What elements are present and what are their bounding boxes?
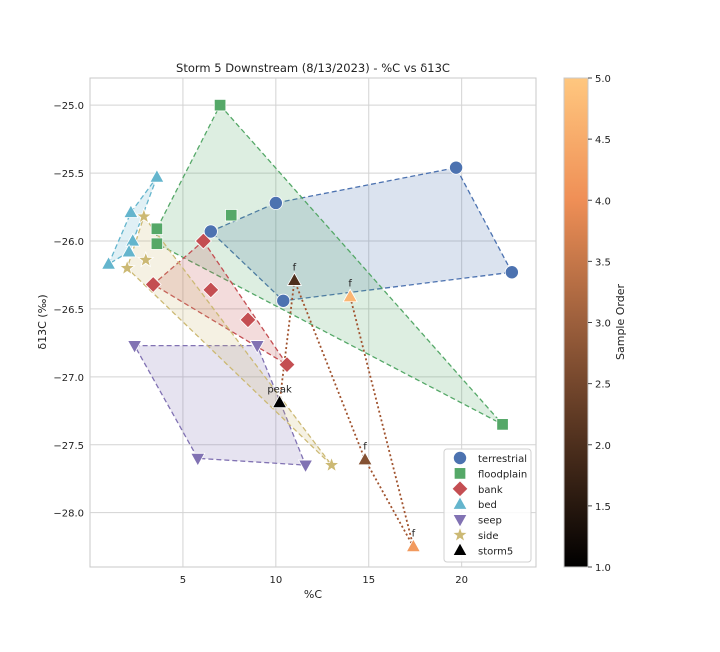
point-floodplain	[225, 209, 238, 222]
point-terrestrial	[268, 195, 283, 210]
colorbar-bar	[563, 77, 589, 568]
colorbar-tick-label: 2.5	[595, 380, 611, 391]
point-label: f	[412, 529, 416, 540]
point-bed	[149, 168, 165, 183]
x-tick-label: 15	[362, 575, 375, 586]
colorbar-tick-label: 3.5	[595, 257, 611, 268]
y-tick-label: −25.0	[53, 101, 84, 112]
point-side	[137, 250, 155, 268]
y-tick-label: −27.0	[53, 373, 84, 384]
legend-label: terrestrial	[478, 454, 527, 465]
point-bank	[194, 232, 212, 250]
point-bank	[278, 356, 296, 374]
y-axis-label: δ13C (‰)	[36, 294, 49, 349]
point-terrestrial	[276, 293, 291, 308]
colorbar-tick-label: 4.5	[595, 135, 611, 146]
colorbar-tick-label: 3.0	[595, 319, 611, 330]
legend-marker-floodplain	[453, 467, 467, 480]
colorbar-tick-label: 2.0	[595, 441, 611, 452]
point-label: peak	[267, 385, 292, 396]
y-tick-label: −28.0	[53, 509, 84, 520]
chart-title: Storm 5 Downstream (8/13/2023) - %C vs δ…	[176, 61, 450, 75]
legend: terrestrial floodplain bank bed seep side stor…	[443, 448, 532, 563]
point-seep	[126, 340, 143, 354]
point-floodplain	[213, 99, 227, 112]
hull-terrestrial	[209, 166, 513, 302]
x-tick-label: 5	[180, 575, 186, 586]
point-storm5	[271, 394, 288, 409]
point-bank	[239, 311, 257, 329]
y-tick-label: −26.5	[53, 305, 84, 316]
legend-marker-bed	[452, 495, 468, 510]
legend-marker-side	[451, 525, 469, 543]
point-bed	[121, 243, 137, 258]
colorbar-tick-label: 1.5	[595, 502, 611, 513]
x-tick-label: 20	[455, 575, 468, 586]
colorbar-tick-label: 1.0	[595, 563, 611, 574]
point-bed	[125, 232, 141, 247]
hull-bed	[107, 176, 158, 266]
legend-marker-terrestrial	[452, 450, 467, 465]
point-seep	[190, 452, 206, 467]
point-side	[322, 456, 341, 473]
y-tick-label: −27.5	[53, 441, 84, 452]
point-seep	[249, 340, 265, 354]
y-tick-label: −25.5	[53, 169, 84, 180]
hulls	[107, 104, 513, 466]
point-floodplain	[496, 418, 509, 431]
point-bank	[144, 275, 162, 293]
point-storm5	[342, 288, 358, 303]
legend-label: bed	[478, 500, 497, 511]
legend-marker-seep	[452, 514, 468, 528]
point-terrestrial	[449, 160, 464, 175]
legend-label: floodplain	[478, 469, 527, 480]
point-side	[118, 259, 136, 276]
x-tick-label: 10	[269, 575, 282, 586]
point-terrestrial	[203, 224, 218, 239]
colorbar-label: Sample Order	[614, 284, 627, 360]
point-bed	[100, 255, 117, 270]
colorbar-tick-label: 4.0	[595, 196, 611, 207]
point-label: f	[348, 279, 352, 290]
point-bed	[123, 204, 139, 218]
point-storm5	[357, 451, 373, 466]
point-label: f	[363, 442, 367, 453]
point-storm5	[286, 272, 303, 286]
point-seep	[297, 459, 314, 474]
point-label: f	[293, 262, 297, 273]
legend-label: side	[478, 531, 499, 542]
y-tick-label: −26.0	[53, 237, 84, 248]
colorbar: Sample Order 1.0 1.5 2.0 2.5 3.0 3.5 4.0 4.5 5.0	[563, 74, 627, 574]
ticks: 5 10 15 20 −25.0 −25.5 −26.0 −26.5 −27.0 −27.5 −28…	[53, 101, 468, 586]
points	[100, 99, 519, 553]
x-axis-label: %C	[304, 588, 322, 601]
point-floodplain	[150, 237, 164, 250]
point-labels: peak f f f f	[267, 262, 415, 539]
point-terrestrial	[504, 265, 519, 280]
point-storm5	[405, 538, 421, 553]
grid	[90, 78, 536, 567]
legend-label: storm5	[478, 546, 513, 557]
legend-label: seep	[478, 516, 502, 527]
point-floodplain	[150, 222, 164, 235]
legend-label: bank	[478, 485, 503, 496]
point-side	[135, 207, 153, 224]
colorbar-tick-label: 5.0	[595, 74, 611, 85]
point-bank	[202, 281, 220, 299]
legend-marker-storm5	[452, 542, 468, 556]
